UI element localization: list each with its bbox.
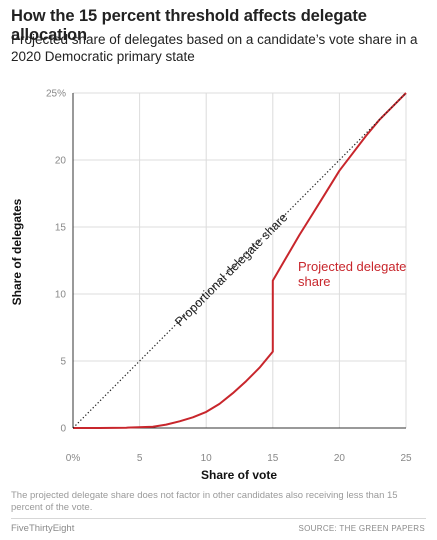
grid-layer [72, 92, 407, 429]
source-credit: SOURCE: THE GREEN PAPERS [298, 524, 425, 533]
chart-subtitle: Projected share of delegates based on a … [11, 32, 418, 64]
y-tick-label: 20 [55, 156, 67, 167]
x-axis-title: Share of vote [201, 468, 277, 482]
x-tick-label: 5 [137, 453, 143, 464]
x-tick-label: 15 [267, 453, 279, 464]
y-tick-label: 25% [46, 89, 66, 100]
chart-title: How the 15 percent threshold affects del… [11, 7, 367, 44]
projected-share-annotation: share [298, 274, 331, 289]
y-tick-label: 10 [55, 290, 67, 301]
footer-divider [11, 518, 426, 519]
footnote: The projected delegate share does not fa… [11, 490, 398, 513]
x-tick-label: 0% [66, 453, 81, 464]
line-layer [72, 92, 407, 429]
y-axis-title: Share of delegates [10, 198, 24, 305]
x-tick-label: 10 [201, 453, 213, 464]
projected-share-line [73, 92, 407, 429]
tick-layer: 0% 5 10 15 20 25 0 5 10 15 20 25% [46, 89, 412, 465]
y-tick-label: 5 [60, 357, 66, 368]
x-tick-label: 25 [400, 453, 412, 464]
brand-name: FiveThirtyEight [11, 523, 75, 534]
delegate-chart: 0% 5 10 15 20 25 0 5 10 15 20 25% Projected delegat… [10, 89, 412, 483]
projected-share-annotation: Projected delegate [298, 259, 406, 274]
y-tick-label: 15 [55, 223, 67, 234]
x-tick-label: 20 [334, 453, 346, 464]
y-tick-label: 0 [60, 424, 66, 435]
